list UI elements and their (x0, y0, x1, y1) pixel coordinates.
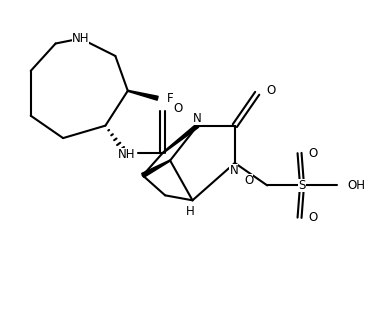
Text: NH: NH (118, 148, 135, 161)
Text: NH: NH (72, 32, 89, 45)
Text: O: O (308, 211, 318, 224)
Text: O: O (244, 174, 253, 187)
Text: OH: OH (348, 179, 366, 192)
Text: O: O (266, 84, 275, 97)
Text: O: O (308, 147, 318, 160)
Text: N: N (229, 164, 238, 177)
Text: F: F (166, 92, 173, 105)
Polygon shape (162, 124, 199, 153)
Text: N: N (193, 112, 202, 125)
Text: O: O (173, 102, 183, 115)
Polygon shape (142, 160, 170, 177)
Polygon shape (128, 90, 158, 100)
Text: H: H (185, 205, 194, 218)
Text: S: S (298, 179, 306, 192)
